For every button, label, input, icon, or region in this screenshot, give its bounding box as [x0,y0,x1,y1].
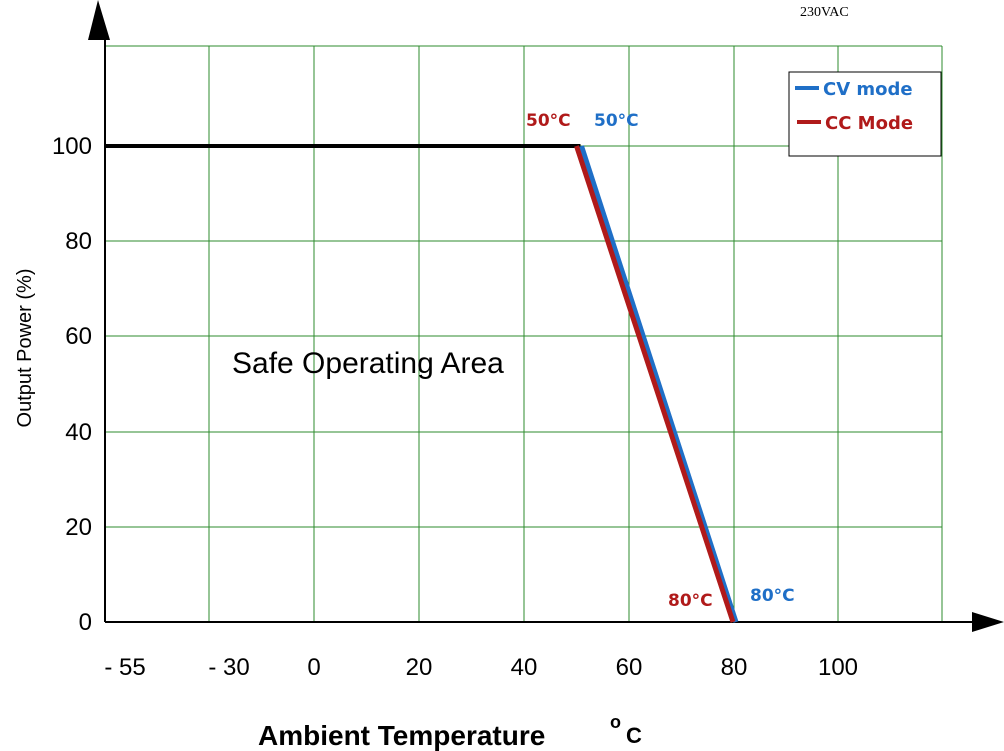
legend: CV mode CC Mode [788,71,942,157]
y-tick-labels: 0 20 40 60 80 100 [52,133,92,636]
y-tick-label: 40 [65,419,92,446]
x-tick-label: - 30 [208,654,249,681]
annotation-cc-80: 80°C [668,591,713,611]
y-tick-label: 20 [65,514,92,541]
legend-label-cc: CC Mode [825,113,913,134]
annotation-cv-50: 50°C [594,111,639,131]
x-axis-degree-symbol: o [610,712,621,732]
y-tick-label: 60 [65,323,92,350]
annotation-cc-50: 50°C [526,111,571,131]
x-tick-labels: - 55 - 30 0 20 40 60 80 100 [104,654,858,681]
input-voltage-label: 230VAC [800,5,849,20]
y-axis-label: Output Power (%) [14,269,36,428]
axes [88,0,1004,632]
x-axis-arrow [972,612,1004,632]
x-tick-label: - 55 [104,654,145,681]
annotation-cv-80: 80°C [750,586,795,606]
x-tick-label: 40 [511,654,538,681]
x-tick-label: 0 [307,654,320,681]
series-cv-line [579,145,739,623]
legend-label-cv: CV mode [823,79,913,100]
x-tick-label: 60 [616,654,643,681]
x-tick-label: 80 [721,654,748,681]
series-lines [105,144,739,623]
safe-operating-area-label: Safe Operating Area [232,347,504,380]
series-cc-line [574,145,736,623]
y-tick-label: 0 [79,609,92,636]
y-tick-label: 100 [52,133,92,160]
x-axis-unit-c: C [626,723,642,748]
y-axis-arrow [88,0,110,40]
y-tick-label: 80 [65,228,92,255]
x-tick-label: 100 [818,654,858,681]
x-axis-label: Ambient Temperature [258,720,545,751]
grid-lines [104,45,943,622]
x-tick-label: 20 [406,654,433,681]
